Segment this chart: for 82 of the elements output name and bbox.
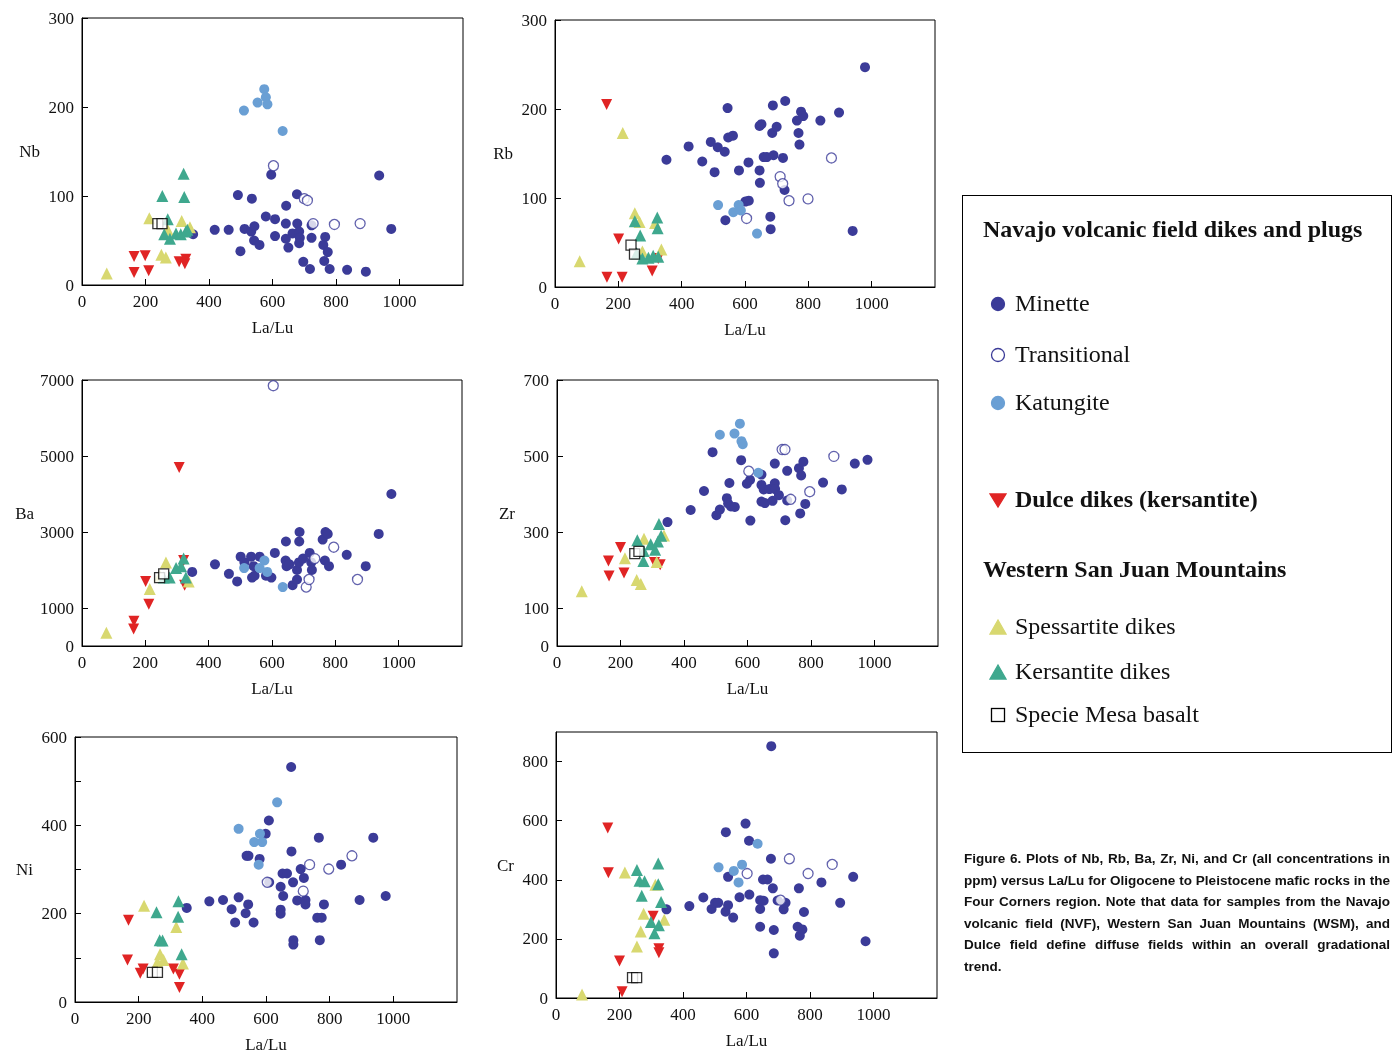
x-axis-title: La/Lu — [726, 679, 769, 698]
y-tick-label: 100 — [521, 188, 547, 208]
x-tick-label: 1000 — [857, 653, 892, 672]
x-tick-label: 1000 — [856, 1005, 891, 1024]
legend-label: Spessartite dikes — [1015, 613, 1176, 640]
y-tick-label: 200 — [41, 904, 67, 924]
y-tick-label: 200 — [48, 97, 74, 117]
y-tick-label: 3000 — [40, 522, 74, 542]
y-tick-label: 600 — [522, 811, 548, 831]
legend-label: Specie Mesa basalt — [1015, 701, 1199, 728]
x-tick-label: 400 — [668, 294, 695, 313]
y-tick-label: 0 — [540, 636, 549, 656]
x-tick-label: 1000 — [376, 1009, 411, 1028]
x-axis-title: La/Lu — [251, 318, 294, 337]
y-axis-title: Ni — [16, 860, 34, 879]
x-tick-label: 600 — [732, 294, 758, 313]
y-tick-label: 300 — [48, 8, 74, 28]
y-axis-title: Ba — [15, 503, 35, 523]
y-tick-label: 0 — [538, 277, 547, 297]
x-tick-label: 200 — [125, 1009, 152, 1028]
x-tick-label: 1000 — [382, 292, 417, 311]
y-tick-label: 1000 — [40, 598, 74, 618]
legend-label: Katungite — [1015, 389, 1110, 416]
y-tick-label: 0 — [539, 988, 548, 1008]
x-tick-label: 400 — [671, 653, 697, 672]
x-tick-label: 800 — [316, 1009, 343, 1028]
y-tick-label: 100 — [48, 186, 74, 206]
x-tick-label: 800 — [795, 294, 822, 313]
x-tick-label: 400 — [189, 1009, 216, 1028]
x-tick-label: 200 — [605, 294, 632, 313]
y-tick-label: 300 — [521, 10, 547, 30]
caption: Figure 6. Plots of Nb, Rb, Ba, Zr, Ni, and Cr (all concentrations in ppm) versus La/Lu for Oligocene to Pleistocene mafic rocks in the Four Corners region. Note that data for samples from the Navajo volcanic field (NVF), Western San Juan Mountains (WSM), and Dulce field define diffuse fields within an overall gradational trend. — [964, 850, 1390, 976]
x-axis-title: La/Lu — [724, 320, 767, 339]
y-tick-label: 200 — [521, 99, 547, 119]
x-tick-label: 800 — [322, 653, 349, 672]
x-tick-label: 1000 — [381, 653, 416, 672]
x-tick-label: 0 — [77, 292, 87, 311]
x-tick-label: 0 — [552, 653, 562, 672]
legend-label: Dulce dikes (kersantite) — [1015, 486, 1258, 513]
y-tick-label: 400 — [41, 815, 67, 835]
legend-label: Transitional — [1015, 341, 1131, 368]
y-axis-title: Cr — [497, 855, 515, 875]
x-tick-label: 200 — [607, 653, 634, 672]
y-axis-title: Zr — [498, 503, 516, 523]
x-tick-label: 200 — [132, 292, 159, 311]
y-tick-label: 800 — [522, 752, 548, 772]
y-tick-label: 300 — [523, 522, 549, 542]
x-axis-title: La/Lu — [725, 1031, 768, 1050]
y-tick-label: 5000 — [40, 446, 74, 466]
y-tick-label: 700 — [523, 370, 549, 390]
y-tick-label: 200 — [522, 929, 548, 949]
x-tick-label: 600 — [259, 653, 285, 672]
y-axis-title: Nb — [19, 142, 40, 161]
x-tick-label: 0 — [551, 1005, 561, 1024]
y-tick-label: 7000 — [40, 370, 74, 390]
x-tick-label: 400 — [195, 653, 222, 672]
x-tick-label: 800 — [797, 1005, 823, 1024]
legend-title: Navajo volcanic field dikes and plugs — [983, 216, 1363, 243]
x-tick-label: 600 — [734, 653, 761, 672]
text: Western San Juan Mountains — [983, 556, 1287, 583]
y-tick-label: 100 — [523, 598, 549, 618]
legend-label: Kersantite dikes — [1015, 658, 1171, 685]
y-tick-label: 0 — [65, 275, 74, 295]
x-tick-label: 200 — [606, 1005, 633, 1024]
x-tick-label: 400 — [196, 292, 222, 311]
x-axis-title: La/Lu — [245, 1035, 288, 1054]
x-tick-label: 800 — [798, 653, 824, 672]
y-tick-label: 400 — [522, 870, 548, 890]
x-tick-label: 800 — [323, 292, 349, 311]
x-tick-label: 0 — [77, 653, 87, 672]
x-tick-label: 200 — [132, 653, 159, 672]
x-tick-label: 400 — [670, 1005, 696, 1024]
x-tick-label: 1000 — [854, 294, 889, 313]
x-tick-label: 600 — [733, 1005, 760, 1024]
x-tick-label: 600 — [253, 1009, 279, 1028]
y-tick-label: 500 — [523, 446, 549, 466]
y-axis-title: Rb — [493, 144, 513, 163]
x-tick-label: 600 — [259, 292, 286, 311]
x-axis-title: La/Lu — [251, 679, 294, 698]
y-tick-label: 600 — [41, 727, 67, 747]
legend-label: Minette — [1015, 290, 1090, 317]
y-tick-label: 0 — [65, 636, 74, 656]
